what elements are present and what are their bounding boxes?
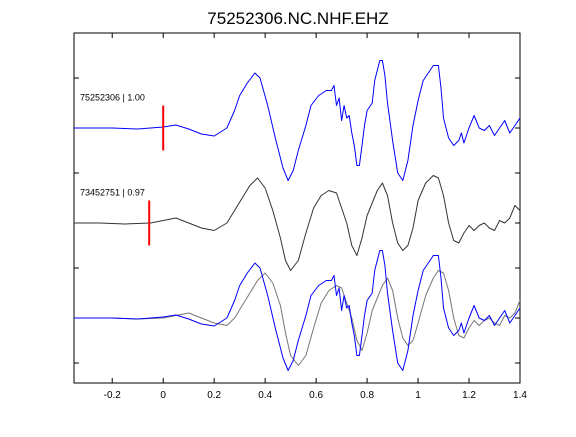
x-tick-label: 0.4	[258, 390, 272, 401]
waveform-trace-3-1	[74, 270, 521, 366]
plot-frame	[73, 32, 521, 384]
trace-label: 75252306 | 1.00	[80, 93, 145, 103]
trace-label: 73452751 | 0.97	[80, 188, 145, 198]
x-tick-label: 0.2	[207, 390, 221, 401]
x-tick-label: 1.2	[462, 390, 476, 401]
x-tick-label: 0.6	[309, 390, 323, 401]
x-tick-label: 1.4	[513, 390, 527, 401]
waveform-trace-1-1	[74, 60, 521, 181]
plot-area: -0.2 0 0.2 0.4 0.6 0.8 1 1.2 1.4 75252306 | 1.00 7…	[73, 32, 527, 401]
waveform-trace-2-1	[74, 175, 521, 271]
x-tick-label: -0.2	[104, 390, 122, 401]
x-tick-label: 0	[160, 390, 166, 401]
chart-title: 75252306.NC.NHF.EHZ	[207, 9, 388, 28]
x-tick-label: 0.8	[360, 390, 374, 401]
waveform-trace-3-2	[74, 250, 521, 371]
x-tick-label: 1	[415, 390, 421, 401]
